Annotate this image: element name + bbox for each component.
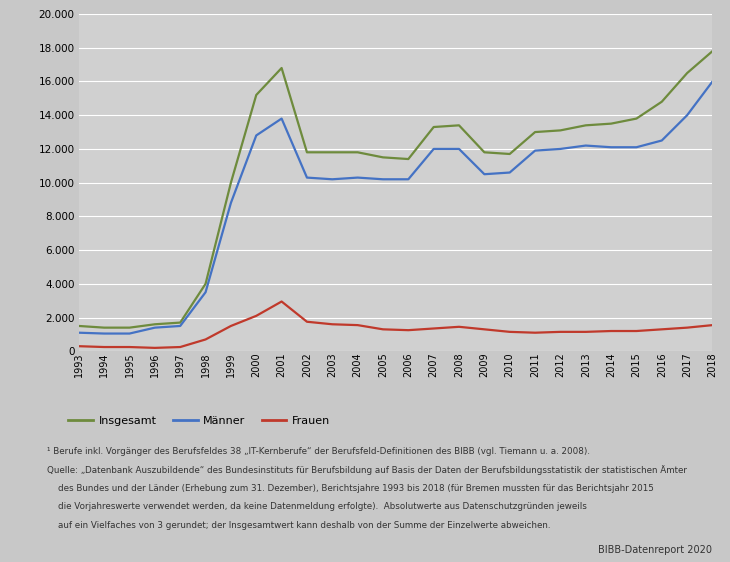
Text: ¹ Berufe inkl. Vorgänger des Berufsfeldes 38 „IT-Kernberufe“ der Berufsfeld-Defi: ¹ Berufe inkl. Vorgänger des Berufsfelde…	[47, 447, 591, 456]
Text: auf ein Vielfaches von 3 gerundet; der Insgesamtwert kann deshalb von der Summe : auf ein Vielfaches von 3 gerundet; der I…	[47, 521, 551, 530]
Text: die Vorjahreswerte verwendet werden, da keine Datenmeldung erfolgte).  Absolutwe: die Vorjahreswerte verwendet werden, da …	[47, 502, 588, 511]
Legend: Insgesamt, Männer, Frauen: Insgesamt, Männer, Frauen	[64, 411, 334, 430]
Text: des Bundes und der Länder (Erhebung zum 31. Dezember), Berichtsjahre 1993 bis 20: des Bundes und der Länder (Erhebung zum …	[47, 484, 654, 493]
Text: BIBB-Datenreport 2020: BIBB-Datenreport 2020	[598, 545, 712, 555]
Text: Quelle: „Datenbank Auszubildende“ des Bundesinstituts für Berufsbildung auf Basi: Quelle: „Datenbank Auszubildende“ des Bu…	[47, 465, 688, 475]
